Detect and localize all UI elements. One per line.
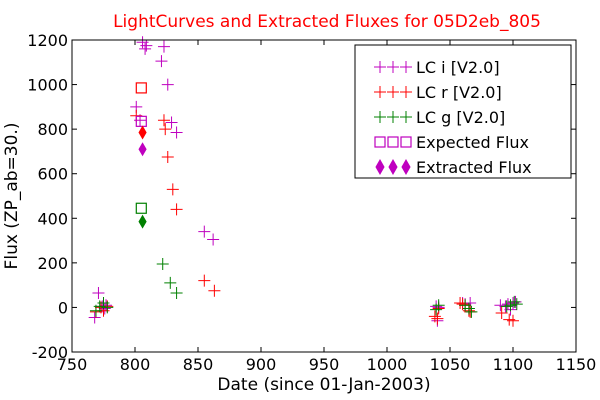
y-tick-label: 600 [37, 165, 68, 184]
data-point [431, 312, 444, 325]
data-point [139, 42, 152, 55]
x-tick-label: 1150 [556, 355, 597, 374]
y-tick-label: 200 [37, 254, 68, 273]
legend-marker [387, 111, 399, 123]
data-point [101, 301, 114, 314]
y-tick-label: -200 [32, 343, 68, 362]
legend-marker [374, 61, 386, 73]
data-point [100, 299, 113, 312]
x-tick-label: 900 [246, 355, 277, 374]
legend-label: Expected Flux [416, 133, 529, 152]
legend-marker [401, 158, 411, 176]
y-tick-label: 1000 [27, 76, 68, 95]
x-tick-label: 1050 [430, 355, 471, 374]
y-tick-label: 400 [37, 209, 68, 228]
data-point [510, 298, 523, 311]
legend-marker [387, 61, 399, 73]
x-tick-label: 1000 [367, 355, 408, 374]
x-tick-label: 950 [309, 355, 340, 374]
data-point [198, 274, 211, 287]
extracted-flux-marker [138, 125, 147, 140]
extracted-flux-marker [138, 214, 147, 229]
legend-label: LC i [V2.0] [416, 58, 500, 77]
y-tick-label: 0 [58, 298, 68, 317]
data-point [170, 126, 183, 139]
data-point [140, 39, 153, 52]
data-point [170, 203, 183, 216]
legend-marker [387, 86, 399, 98]
y-tick-label: 1200 [27, 31, 68, 50]
x-axis-label: Date (since 01-Jan-2003) [217, 375, 430, 395]
data-point [462, 302, 475, 315]
legend-marker [400, 86, 412, 98]
data-point [88, 311, 101, 324]
x-tick-label: 850 [183, 355, 214, 374]
legend-marker [374, 111, 386, 123]
legend-marker [375, 158, 385, 176]
data-point [155, 55, 168, 68]
data-point [92, 286, 105, 299]
data-point [207, 233, 220, 246]
data-point [166, 183, 179, 196]
legend-marker [374, 86, 386, 98]
extracted-flux-marker [138, 142, 147, 157]
data-point [208, 284, 221, 297]
x-tick-label: 1100 [493, 355, 534, 374]
data-point [428, 310, 441, 323]
data-point [156, 257, 169, 270]
x-tick-label: 800 [120, 355, 151, 374]
axes: 750 800 850 900 950 1000 1050 1100 1150 -200 0 200 4… [27, 31, 596, 374]
legend-marker [400, 61, 412, 73]
data-point [157, 40, 170, 53]
legend: LC i [V2.0] LC r [V2.0] LC g [V2.0] Expecte… [354, 44, 572, 179]
expected-flux-marker [135, 202, 147, 214]
legend-marker [400, 111, 412, 123]
data-point [465, 305, 478, 318]
data-point [508, 295, 521, 308]
data-point [494, 299, 507, 312]
data-point [432, 299, 445, 312]
legend-marker [387, 136, 399, 148]
data-point [157, 114, 170, 127]
chart-title: LightCurves and Extracted Fluxes for 05D… [113, 12, 541, 32]
data-point [170, 286, 183, 299]
data-point [495, 307, 508, 319]
data-point [507, 314, 519, 327]
data-marks [88, 36, 523, 327]
legend-marker [388, 158, 398, 176]
expected-flux-marker [135, 82, 147, 94]
expected-flux-marker [135, 115, 147, 127]
data-point [159, 123, 172, 136]
legend-label: Extracted Flux [416, 158, 532, 177]
data-point [164, 276, 177, 289]
y-axis-label: Flux (ZP_ab=30.) [2, 123, 22, 270]
data-point [165, 116, 178, 129]
plot-frame [71, 39, 577, 353]
data-point [161, 151, 174, 163]
legend-marker [400, 136, 412, 148]
data-point [454, 296, 467, 309]
legend-label: LC g [V2.0] [416, 108, 505, 127]
data-point [161, 78, 174, 91]
legend-label: LC r [V2.0] [416, 83, 502, 102]
data-point [198, 225, 211, 238]
legend-marker [374, 136, 386, 148]
y-tick-label: 800 [37, 120, 68, 139]
data-point [456, 298, 469, 311]
x-tick-label: 750 [57, 355, 88, 374]
